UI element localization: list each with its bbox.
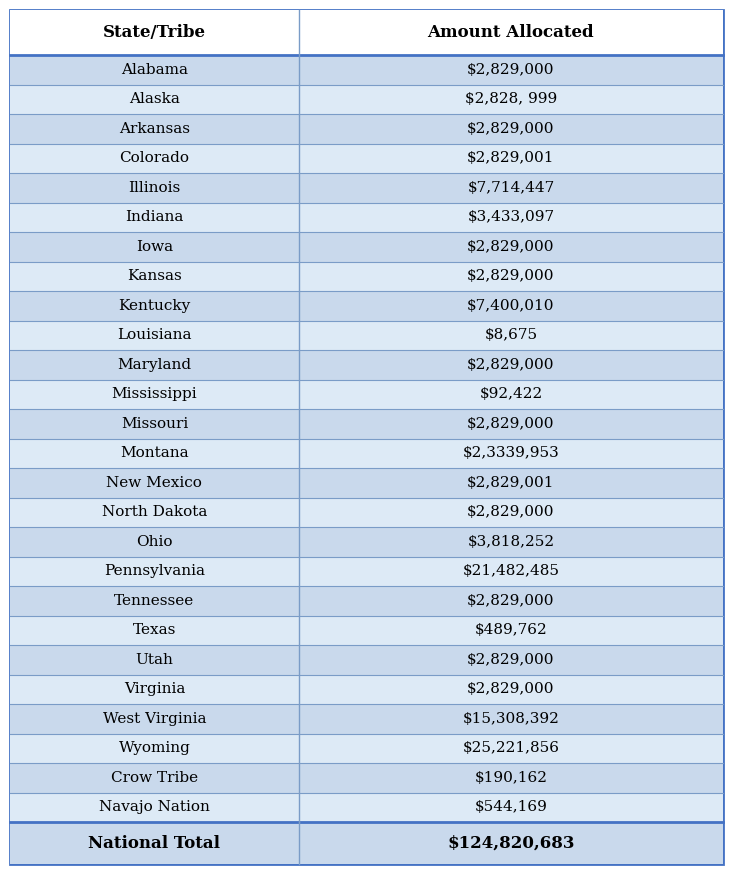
Text: Navajo Nation: Navajo Nation	[99, 801, 210, 815]
Text: Crow Tribe: Crow Tribe	[111, 771, 198, 785]
Text: State/Tribe: State/Tribe	[103, 24, 206, 41]
Bar	[10, 10, 723, 55]
Bar	[10, 350, 723, 379]
Text: $190,162: $190,162	[474, 771, 548, 785]
Text: $15,308,392: $15,308,392	[463, 711, 559, 725]
Bar	[10, 85, 723, 114]
Text: Mississippi: Mississippi	[111, 387, 197, 401]
Bar	[10, 557, 723, 586]
Text: $2,829,000: $2,829,000	[467, 63, 555, 77]
Text: $7,400,010: $7,400,010	[467, 299, 555, 313]
Bar	[10, 261, 723, 291]
Text: $21,482,485: $21,482,485	[463, 565, 559, 579]
Text: Arkansas: Arkansas	[119, 121, 190, 135]
Bar	[10, 527, 723, 557]
Bar	[10, 497, 723, 527]
Text: $92,422: $92,422	[479, 387, 542, 401]
Text: Montana: Montana	[120, 447, 188, 461]
Text: New Mexico: New Mexico	[106, 475, 202, 489]
Text: Alabama: Alabama	[121, 63, 188, 77]
Text: Colorado: Colorado	[119, 151, 189, 165]
Bar	[10, 143, 723, 173]
Bar	[10, 704, 723, 733]
Bar	[10, 615, 723, 645]
Text: $2,3339,953: $2,3339,953	[463, 447, 559, 461]
Text: Louisiana: Louisiana	[117, 329, 191, 343]
Text: Ohio: Ohio	[136, 535, 173, 549]
Bar	[10, 203, 723, 232]
Bar	[10, 763, 723, 793]
Text: $2,829,000: $2,829,000	[467, 417, 555, 431]
Bar	[10, 586, 723, 615]
Text: $7,714,447: $7,714,447	[467, 181, 554, 195]
Text: Tennessee: Tennessee	[114, 593, 194, 607]
Bar	[10, 55, 723, 85]
Text: $25,221,856: $25,221,856	[463, 741, 559, 755]
Text: $2,829,000: $2,829,000	[467, 357, 555, 371]
Text: $489,762: $489,762	[474, 623, 548, 637]
Bar	[10, 468, 723, 497]
Text: $544,169: $544,169	[474, 801, 548, 815]
Bar	[10, 733, 723, 763]
Text: $3,433,097: $3,433,097	[468, 211, 554, 225]
Bar	[10, 793, 723, 822]
Text: Kansas: Kansas	[127, 269, 182, 283]
Text: Utah: Utah	[136, 653, 173, 667]
Text: Iowa: Iowa	[136, 239, 173, 253]
Text: Texas: Texas	[133, 623, 176, 637]
Text: North Dakota: North Dakota	[102, 505, 207, 519]
Text: Pennsylvania: Pennsylvania	[104, 565, 205, 579]
Bar	[10, 321, 723, 350]
Bar	[10, 645, 723, 675]
Text: Maryland: Maryland	[117, 357, 191, 371]
Text: Missouri: Missouri	[121, 417, 188, 431]
Text: $3,818,252: $3,818,252	[468, 535, 554, 549]
Bar	[10, 675, 723, 704]
Bar	[10, 822, 723, 864]
Text: Kentucky: Kentucky	[118, 299, 191, 313]
Text: $2,829,001: $2,829,001	[467, 475, 555, 489]
Text: National Total: National Total	[89, 835, 221, 851]
Text: $2,828, 999: $2,828, 999	[465, 93, 557, 107]
Text: Illinois: Illinois	[128, 181, 180, 195]
Text: $2,829,000: $2,829,000	[467, 653, 555, 667]
Text: $124,820,683: $124,820,683	[447, 835, 575, 851]
Text: Virginia: Virginia	[124, 683, 185, 697]
Text: West Virginia: West Virginia	[103, 711, 206, 725]
Text: $8,675: $8,675	[485, 329, 537, 343]
Text: $2,829,000: $2,829,000	[467, 239, 555, 253]
Text: $2,829,000: $2,829,000	[467, 593, 555, 607]
Text: $2,829,000: $2,829,000	[467, 683, 555, 697]
Bar	[10, 232, 723, 261]
Bar	[10, 409, 723, 439]
Bar	[10, 291, 723, 321]
Text: Alaska: Alaska	[129, 93, 180, 107]
Text: Amount Allocated: Amount Allocated	[427, 24, 594, 41]
Text: Indiana: Indiana	[125, 211, 183, 225]
Text: $2,829,000: $2,829,000	[467, 505, 555, 519]
Bar	[10, 439, 723, 468]
Text: $2,829,000: $2,829,000	[467, 121, 555, 135]
Text: Wyoming: Wyoming	[119, 741, 191, 755]
Text: $2,829,001: $2,829,001	[467, 151, 555, 165]
Bar	[10, 114, 723, 143]
Bar	[10, 173, 723, 203]
Bar	[10, 379, 723, 409]
Text: $2,829,000: $2,829,000	[467, 269, 555, 283]
